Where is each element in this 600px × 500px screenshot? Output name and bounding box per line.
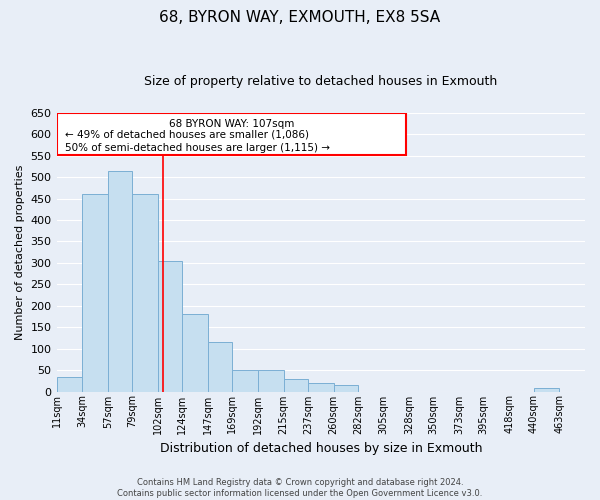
Text: 68, BYRON WAY, EXMOUTH, EX8 5SA: 68, BYRON WAY, EXMOUTH, EX8 5SA [160,10,440,25]
FancyBboxPatch shape [56,113,406,155]
Title: Size of property relative to detached houses in Exmouth: Size of property relative to detached ho… [144,75,497,88]
Bar [284,378,308,392]
Bar [132,194,158,392]
Y-axis label: Number of detached properties: Number of detached properties [15,164,25,340]
Text: 68 BYRON WAY: 107sqm: 68 BYRON WAY: 107sqm [169,119,294,129]
Bar [108,170,132,392]
Bar [258,370,284,392]
Bar [208,342,232,392]
Bar [56,376,82,392]
Bar [182,314,208,392]
Bar [308,383,334,392]
Text: ← 49% of detached houses are smaller (1,086): ← 49% of detached houses are smaller (1,… [65,130,310,140]
Text: 50% of semi-detached houses are larger (1,115) →: 50% of semi-detached houses are larger (… [65,144,331,154]
Bar [534,388,559,392]
Text: Contains HM Land Registry data © Crown copyright and database right 2024.
Contai: Contains HM Land Registry data © Crown c… [118,478,482,498]
Bar [334,385,358,392]
Bar [158,260,182,392]
X-axis label: Distribution of detached houses by size in Exmouth: Distribution of detached houses by size … [160,442,482,455]
Bar [232,370,258,392]
Bar [82,194,108,392]
